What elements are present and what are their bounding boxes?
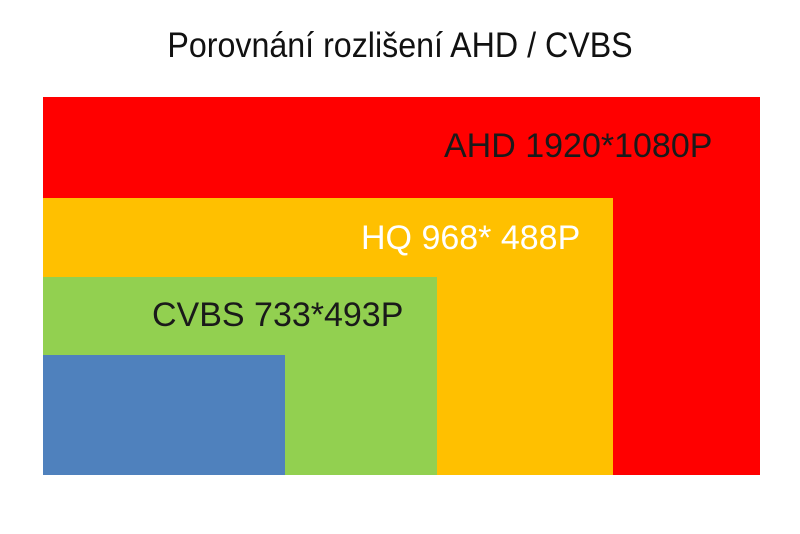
diagram-title: Porovnání rozlišení AHD / CVBS	[167, 26, 633, 65]
cvbs-resolution-label: CVBS 733*493P	[152, 296, 404, 334]
hq-resolution-label: HQ 968* 488P	[361, 219, 581, 257]
ahd-resolution-label: AHD 1920*1080P	[444, 127, 713, 165]
inner-resolution-box	[43, 355, 285, 475]
